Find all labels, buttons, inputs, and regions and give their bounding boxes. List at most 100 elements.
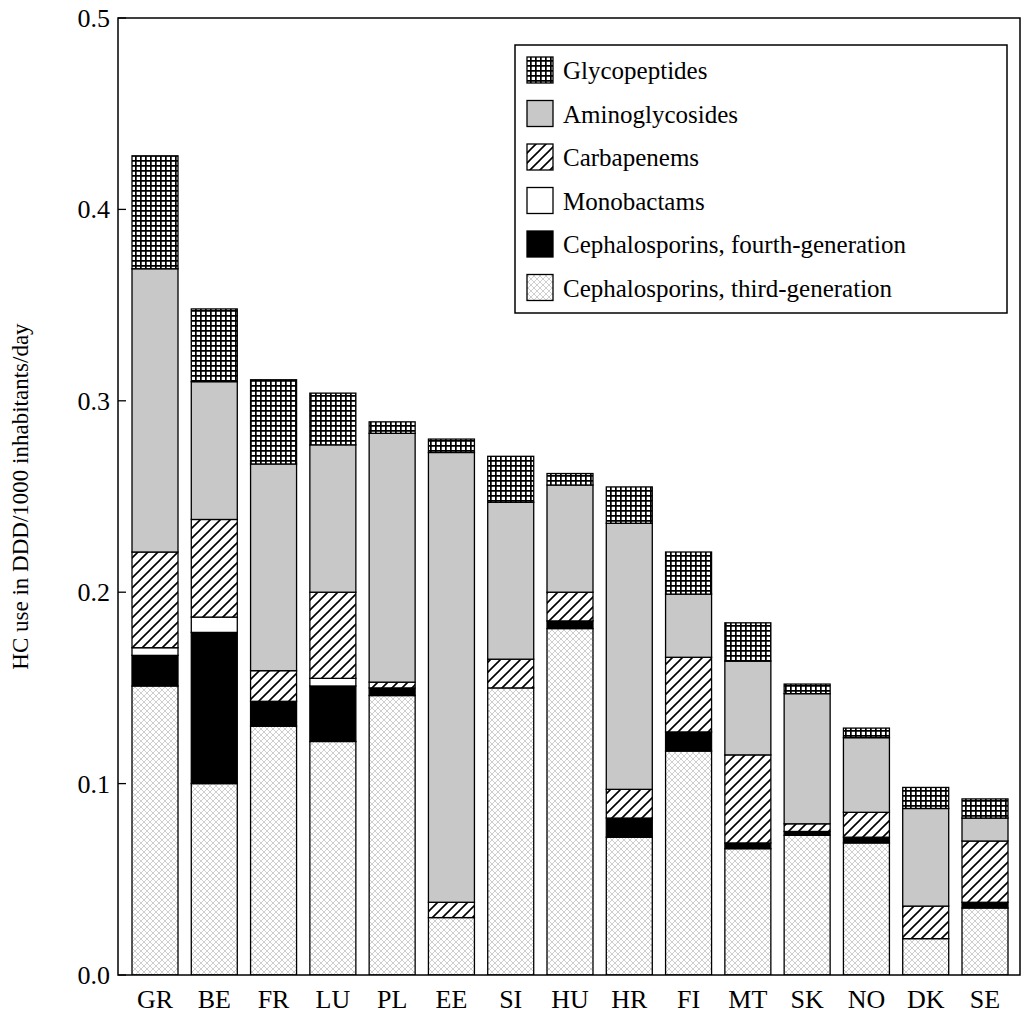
legend-swatch [527,144,553,170]
bar-segment [784,835,830,975]
bar-segment [369,696,415,975]
legend-label: Cephalosporins, fourth-generation [563,231,906,258]
bar-segment [666,732,712,751]
bar-segment [310,592,356,678]
bar-segment [606,789,652,818]
y-tick-label: 0.2 [78,578,111,607]
y-tick-label: 0.1 [78,770,111,799]
bar-segment [962,799,1008,818]
y-axis-label: HC use in DDD/1000 inhabitants/day [8,323,33,670]
y-tick-label: 0.5 [78,4,111,33]
y-tick [118,783,126,784]
bar-segment [666,657,712,732]
x-tick-label: SK [791,985,824,1014]
bar-segment [547,629,593,975]
bar-segment [251,380,297,464]
legend-swatch [527,57,553,83]
bar-segment [606,487,652,523]
bar-segment [369,688,415,696]
bar-segment [903,808,949,906]
bar-segment [903,906,949,939]
bar-segment [547,474,593,485]
legend: GlycopeptidesAminoglycosidesCarbapenemsM… [515,45,1007,313]
legend-swatch [527,188,553,214]
bar-segment [369,422,415,433]
chart: 0.0 0.1 0.2 0.3 0.4 0.5 GR BE FR LU PL EE SI HU HR FI MT… [0,0,1024,1018]
bar-segment [666,751,712,975]
x-tick-label: SE [970,985,1000,1014]
bar-segment [962,902,1008,908]
x-tick-label: FI [677,985,700,1014]
x-tick-label: MT [728,985,767,1014]
legend-label: Cephalosporins, third-generation [563,275,893,302]
y-tick-label: 0.0 [78,961,111,990]
x-tick-label: DK [907,985,945,1014]
bar-segment [310,686,356,742]
bar-segment [251,671,297,702]
bar-segment [784,694,830,824]
y-tick [118,974,126,975]
bar-segment [962,908,1008,975]
x-tick-label: BE [198,985,231,1014]
x-tick-label: PL [377,985,407,1014]
bar-segment [428,439,474,452]
bar-segment [369,433,415,682]
bar-segment [310,393,356,445]
bar-segment [488,688,534,975]
bar-segment [843,812,889,837]
legend-label: Carbapenems [563,144,699,171]
x-tick-label: LU [316,985,351,1014]
x-tick-label: SI [499,985,522,1014]
y-tick-label: 0.3 [78,387,111,416]
bar-segment [428,452,474,902]
bar-segment [606,837,652,975]
bar-segment [547,485,593,592]
bar-segment [428,902,474,917]
bar-segment [428,918,474,975]
y-tick-label: 0.4 [78,195,111,224]
bar-segment [784,824,830,832]
legend-label: Aminoglycosides [563,101,738,128]
bar-segment [606,523,652,789]
plot-frame [118,18,1020,975]
bar-segment [962,818,1008,841]
bar-segment [191,784,237,975]
bar-segment [132,648,178,656]
bar-segment [725,623,771,661]
bar-segment [903,787,949,808]
legend-swatch [527,101,553,127]
bar-segment [310,678,356,686]
bar-segment [547,592,593,621]
x-tick-label: EE [436,985,468,1014]
bar-segment [725,843,771,849]
bar-segment [725,849,771,975]
bar-segment [132,552,178,648]
bar-segment [843,837,889,843]
legend-label: Monobactams [563,188,705,215]
x-tick-label: GR [137,985,174,1014]
y-tick [118,592,126,593]
bar-segment [191,309,237,382]
legend-swatch [527,275,553,301]
bar-segment [903,939,949,975]
bar-segment [191,632,237,783]
bar-segment [132,686,178,975]
bar-segment [666,594,712,657]
bar-segment [606,818,652,837]
bar-segment [843,843,889,975]
bar-segment [488,502,534,659]
bar-segment [191,382,237,520]
bar-segment [666,552,712,594]
bar-segment [310,445,356,592]
bar-segment [725,661,771,755]
x-tick-label: HR [611,985,648,1014]
bar-segment [843,738,889,813]
bar-segment [251,726,297,975]
x-tick-label: FR [258,985,290,1014]
bar-segment [191,519,237,617]
bar-segment [310,741,356,975]
bar-segment [132,655,178,686]
x-tick-label: HU [551,985,589,1014]
bar-segment [843,728,889,738]
bar-segment [488,456,534,502]
